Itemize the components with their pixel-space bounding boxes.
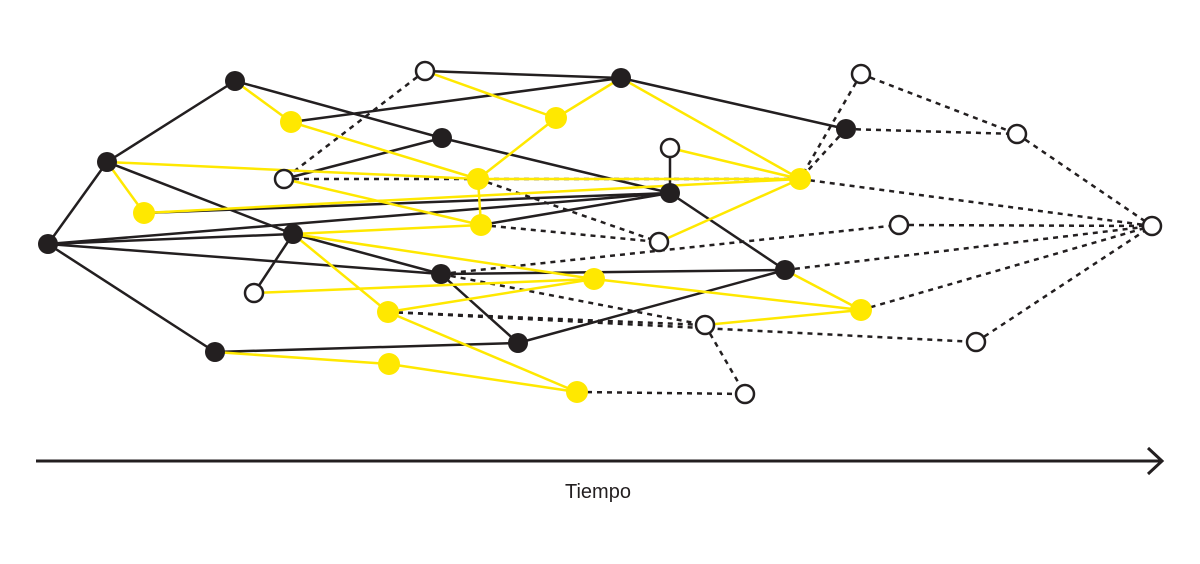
black-edge [47, 242, 442, 276]
yellow-node [378, 353, 400, 375]
white-node [888, 214, 910, 236]
white-node [648, 231, 670, 253]
yellow-edge [593, 277, 862, 312]
black-node [38, 234, 58, 254]
black-edge [106, 79, 236, 164]
yellow-edge [477, 117, 557, 180]
yellow-node [789, 168, 811, 190]
black-node [508, 333, 528, 353]
yellow-edge [704, 308, 862, 327]
axis-arrowhead [1146, 446, 1165, 476]
yellow-edge [784, 268, 862, 312]
dashed-edge [703, 324, 747, 395]
yellow-edge [387, 277, 595, 314]
black-edge [620, 76, 847, 131]
white-node [965, 331, 987, 353]
yellow-node [280, 111, 302, 133]
yellow-node [470, 214, 492, 236]
black-edge [47, 191, 671, 246]
dashed-edge [860, 72, 1018, 136]
black-edge [47, 242, 216, 354]
yellow-edge [283, 177, 482, 227]
nodes [38, 60, 1163, 405]
black-node [432, 128, 452, 148]
yellow-node [545, 107, 567, 129]
yellow-edge [388, 362, 578, 394]
black-node [205, 342, 225, 362]
black-node [836, 119, 856, 139]
yellow-node [583, 268, 605, 290]
black-edge [424, 69, 622, 80]
yellow-node [377, 301, 399, 323]
white-node [850, 63, 872, 85]
dashed-edge [576, 390, 746, 396]
dashed-edge [387, 310, 706, 327]
white-node [1006, 123, 1028, 145]
dashed-edge [1016, 132, 1153, 228]
yellow-node [133, 202, 155, 224]
yellow-edge [424, 69, 557, 120]
dashed-edge [283, 70, 426, 180]
yellow-node [850, 299, 872, 321]
black-edge [480, 191, 671, 227]
black-edge [46, 161, 109, 245]
dashed-edge [975, 224, 1153, 344]
yellow-edge [143, 177, 801, 215]
yellow-edge [214, 350, 390, 366]
dashed-edge [784, 224, 1153, 272]
black-node [775, 260, 795, 280]
axis-label: Tiempo [565, 481, 631, 503]
yellow-edge [234, 79, 292, 124]
white-node [734, 383, 756, 405]
black-edge [517, 268, 786, 345]
black-edge [47, 232, 294, 246]
dashed-edge [799, 177, 1153, 228]
black-node [283, 224, 303, 244]
black-edge [290, 76, 622, 124]
dashed-edge [860, 224, 1153, 312]
yellow-edge [387, 310, 578, 394]
yellow-edge [669, 146, 801, 181]
dashed-edge [440, 223, 900, 276]
dashed-edge [799, 128, 847, 180]
white-node [659, 137, 681, 159]
dashed-edge [387, 310, 977, 344]
black-node [611, 68, 631, 88]
yellow-node [566, 381, 588, 403]
black-edge [441, 136, 671, 195]
dashed-edge [477, 177, 660, 244]
black-edge [252, 233, 295, 294]
white-node [694, 314, 716, 336]
black-node [225, 71, 245, 91]
yellow-edge [290, 120, 479, 181]
white-node [273, 168, 295, 190]
dashed-edge [898, 223, 1153, 228]
white-node [1141, 215, 1163, 237]
black-node [660, 183, 680, 203]
white-node [414, 60, 436, 82]
yellow-edge [106, 160, 479, 181]
black-edge [440, 268, 786, 276]
black-node [97, 152, 117, 172]
yellow-edge [253, 277, 595, 295]
yellow-edge [620, 76, 801, 181]
white-node [243, 282, 265, 304]
dashed-edge [845, 127, 1018, 136]
yellow-edge [555, 76, 622, 120]
yellow-edge [658, 177, 801, 244]
black-node [431, 264, 451, 284]
yellow-edge [292, 232, 595, 281]
edges [46, 69, 1153, 396]
black-edge [669, 191, 786, 272]
black-edge [234, 79, 443, 140]
yellow-edge [292, 233, 389, 313]
yellow-node [467, 168, 489, 190]
yellow-edge [292, 223, 482, 236]
black-edge [292, 232, 442, 276]
black-edge [106, 160, 294, 236]
